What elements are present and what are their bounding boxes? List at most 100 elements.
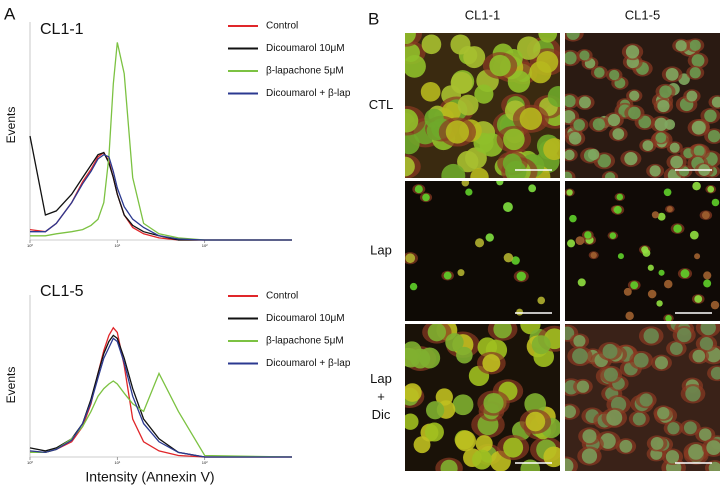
cell bbox=[572, 348, 588, 365]
x-tick-label: 10¹ bbox=[114, 460, 120, 465]
cell bbox=[575, 236, 585, 246]
cell bbox=[592, 118, 605, 131]
cell bbox=[613, 205, 622, 214]
chart-title: CL1-1 bbox=[40, 21, 84, 38]
micrograph bbox=[565, 324, 720, 471]
cell bbox=[435, 388, 453, 406]
cell bbox=[507, 70, 531, 93]
cell bbox=[440, 459, 458, 471]
cell bbox=[689, 230, 699, 240]
cell bbox=[642, 140, 654, 151]
column-label: CL1-1 bbox=[465, 7, 500, 22]
cell bbox=[503, 128, 525, 151]
x-tick-label: 10² bbox=[202, 460, 208, 465]
cell bbox=[450, 34, 471, 55]
cell bbox=[643, 328, 659, 344]
cell bbox=[689, 39, 701, 51]
legend-label: Control bbox=[266, 291, 298, 302]
cell bbox=[692, 349, 706, 363]
cell bbox=[691, 120, 706, 135]
cell bbox=[519, 107, 543, 131]
cell bbox=[524, 393, 547, 415]
cell bbox=[517, 36, 541, 60]
cell bbox=[651, 211, 660, 219]
cell bbox=[657, 406, 670, 420]
cell bbox=[669, 142, 680, 153]
cell bbox=[474, 84, 494, 104]
cell bbox=[414, 185, 423, 194]
cell bbox=[619, 439, 633, 453]
cell bbox=[568, 132, 582, 145]
cell bbox=[405, 348, 421, 368]
legend-label: Dicoumarol + β-lap bbox=[266, 358, 351, 369]
x-tick-label: 10¹ bbox=[114, 243, 120, 248]
cell bbox=[604, 172, 616, 178]
cell bbox=[623, 287, 632, 296]
cell bbox=[413, 436, 431, 454]
cell bbox=[424, 108, 444, 129]
cell bbox=[489, 54, 511, 77]
cell bbox=[647, 289, 657, 299]
cell bbox=[529, 61, 552, 84]
cell bbox=[424, 422, 444, 442]
legend-label: β-lapachone 5μM bbox=[266, 336, 344, 347]
cell bbox=[654, 117, 668, 131]
cell bbox=[602, 343, 618, 359]
legend-label: Dicoumarol 10μM bbox=[266, 313, 345, 324]
cell bbox=[475, 238, 485, 248]
cell bbox=[565, 95, 576, 108]
cell bbox=[566, 189, 573, 196]
cell bbox=[456, 346, 473, 364]
cell bbox=[547, 86, 560, 107]
cell bbox=[657, 99, 670, 113]
cell bbox=[612, 128, 625, 140]
cell bbox=[654, 356, 669, 370]
row-label: Dic bbox=[372, 407, 391, 422]
y-axis-label: Events bbox=[4, 107, 18, 144]
panel-label: B bbox=[368, 9, 379, 28]
cell bbox=[694, 295, 703, 303]
cell bbox=[528, 184, 537, 193]
cell bbox=[496, 181, 504, 186]
cell bbox=[457, 150, 479, 173]
cell bbox=[675, 40, 687, 52]
cell bbox=[463, 46, 486, 69]
cell bbox=[666, 206, 673, 213]
micrograph-bg bbox=[405, 181, 560, 321]
micrograph bbox=[405, 181, 560, 321]
cell bbox=[405, 33, 416, 45]
cell bbox=[680, 269, 690, 279]
micrograph bbox=[405, 33, 560, 178]
cell bbox=[516, 308, 524, 316]
cell bbox=[638, 115, 652, 129]
cell bbox=[525, 411, 546, 432]
cell bbox=[686, 90, 698, 102]
cell bbox=[581, 448, 598, 464]
cell bbox=[617, 253, 624, 260]
cell bbox=[692, 181, 701, 191]
histogram-line bbox=[30, 153, 292, 241]
cell bbox=[422, 193, 430, 202]
cell bbox=[455, 430, 476, 452]
cell bbox=[628, 106, 641, 120]
cell bbox=[699, 337, 714, 351]
cell bbox=[670, 155, 683, 169]
micrograph bbox=[405, 324, 560, 471]
cell bbox=[573, 334, 586, 348]
cell bbox=[710, 300, 720, 310]
cell bbox=[703, 271, 712, 280]
cell bbox=[511, 256, 520, 265]
legend-label: β-lapachone 5μM bbox=[266, 66, 344, 77]
cell bbox=[445, 333, 464, 352]
cell bbox=[656, 300, 663, 307]
cell bbox=[565, 458, 574, 471]
cell bbox=[609, 69, 620, 81]
cell bbox=[673, 224, 682, 233]
legend-label: Dicoumarol 10μM bbox=[266, 43, 345, 54]
cell bbox=[565, 405, 577, 419]
cell bbox=[569, 214, 577, 223]
cell bbox=[503, 437, 524, 458]
cell bbox=[503, 252, 514, 263]
cell bbox=[452, 394, 474, 416]
cell bbox=[689, 67, 701, 79]
